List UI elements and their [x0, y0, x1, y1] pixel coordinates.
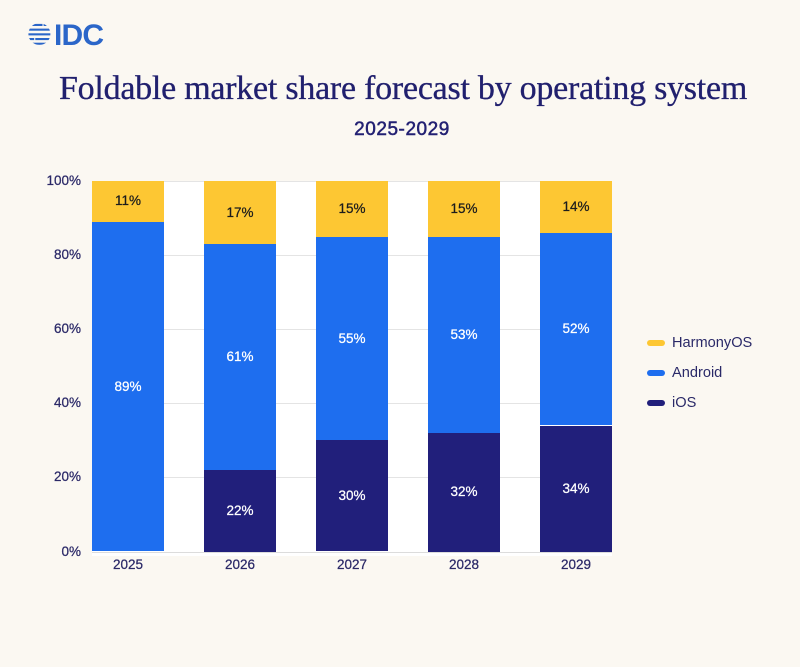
svg-text:IDC: IDC [54, 23, 103, 47]
